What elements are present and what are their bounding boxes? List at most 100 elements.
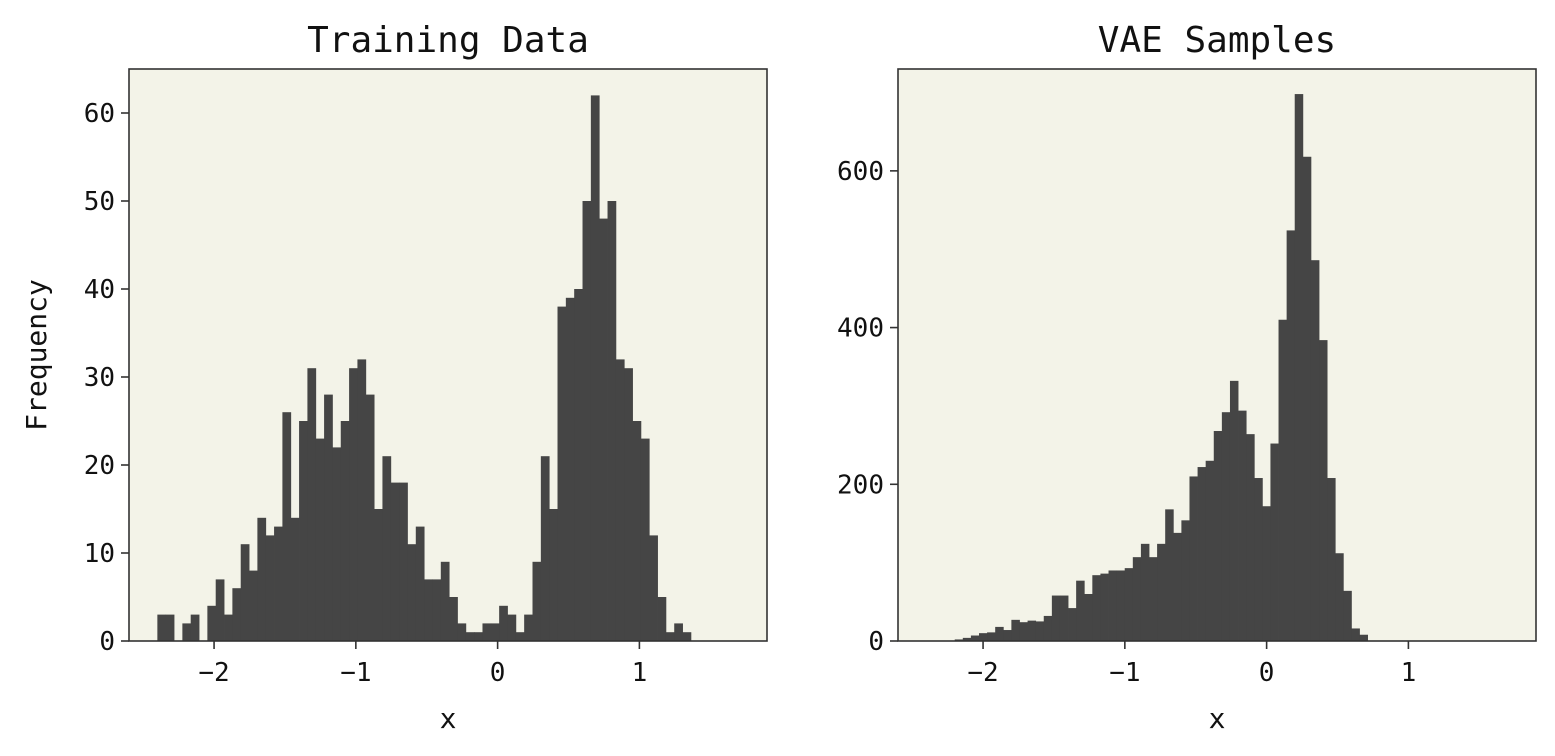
training-bar — [532, 561, 542, 641]
vae-y-tick-label: 400 — [837, 314, 884, 344]
training-bar — [515, 632, 525, 641]
training-bar — [190, 614, 200, 641]
vae-bar — [1229, 380, 1239, 641]
training-bar — [265, 535, 275, 641]
training-bar — [315, 438, 325, 641]
vae-bar — [1189, 476, 1198, 641]
training-bar — [640, 438, 650, 641]
training-bar — [474, 632, 483, 641]
training-y-ticks: 0 10 20 30 40 50 60 — [84, 99, 129, 657]
training-bar — [457, 623, 467, 641]
vae-bar — [1310, 260, 1320, 641]
training-bar — [249, 570, 258, 641]
vae-bar — [1165, 509, 1174, 641]
vae-x-tick-label: −1 — [1109, 658, 1140, 688]
training-bar — [449, 597, 458, 641]
vae-bar — [1068, 608, 1077, 641]
vae-bar — [1124, 568, 1134, 641]
training-bar — [565, 297, 575, 641]
vae-x-ticks: −2 −1 0 1 — [967, 641, 1416, 688]
vae-bars — [954, 94, 1368, 641]
training-bar — [299, 421, 308, 641]
vae-bar — [1246, 434, 1255, 641]
vae-bar — [1270, 443, 1279, 641]
vae-bar — [1262, 506, 1271, 641]
training-bar — [649, 535, 658, 641]
training-bar — [332, 447, 342, 641]
vae-bar — [1205, 460, 1215, 641]
training-bar — [224, 614, 233, 641]
training-bar — [407, 544, 417, 641]
vae-y-tick-label: 200 — [837, 470, 884, 500]
training-bar — [599, 218, 608, 641]
training-plot-area — [129, 69, 767, 641]
training-bar — [207, 605, 217, 641]
vae-bar — [1019, 622, 1028, 641]
training-bar — [440, 561, 450, 641]
training-y-tick-label: 40 — [84, 275, 115, 305]
vae-bar — [1327, 478, 1336, 641]
training-bar — [157, 614, 167, 641]
vae-bar — [1197, 467, 1207, 641]
training-bar — [340, 421, 350, 641]
training-bar — [257, 517, 267, 641]
vae-bar — [1335, 553, 1344, 641]
training-bar — [549, 509, 558, 641]
training-bar — [557, 306, 567, 641]
vae-bar — [962, 637, 972, 641]
training-x-tick-label: −2 — [198, 658, 229, 688]
training-bar — [507, 614, 517, 641]
training-bar — [274, 526, 283, 641]
vae-bar — [1181, 520, 1190, 641]
training-y-axis-label: Frequency — [20, 279, 53, 431]
training-bar — [665, 632, 675, 641]
vae-bar — [1157, 543, 1166, 641]
vae-bar — [1100, 573, 1109, 641]
vae-bar — [1149, 557, 1158, 641]
vae-bar — [1116, 570, 1126, 641]
vae-bar — [1140, 543, 1150, 641]
vae-bar — [1173, 532, 1182, 641]
training-bar — [582, 201, 592, 641]
training-bar — [524, 614, 533, 641]
vae-bar — [1302, 156, 1312, 641]
vae-bar — [995, 626, 1004, 641]
vae-y-tick-label: 600 — [837, 157, 884, 187]
vae-bar — [979, 633, 988, 641]
vae-bar — [1076, 580, 1085, 641]
vae-x-tick-label: 1 — [1401, 658, 1417, 688]
vae-bar — [1286, 230, 1296, 641]
vae-x-tick-label: 0 — [1259, 658, 1275, 688]
vae-bar — [1359, 634, 1368, 641]
training-bar — [499, 605, 508, 641]
training-x-tick-label: 0 — [490, 658, 506, 688]
training-bar — [290, 517, 300, 641]
training-bar — [307, 368, 317, 641]
training-bar — [632, 421, 642, 641]
vae-bar — [1051, 595, 1061, 641]
training-bar — [674, 623, 683, 641]
training-bar — [624, 368, 633, 641]
training-bar — [399, 482, 408, 641]
vae-bar — [1238, 410, 1247, 641]
training-bar — [282, 412, 292, 641]
training-bar — [382, 456, 392, 641]
vae-bar — [1108, 570, 1118, 641]
training-bar — [165, 614, 175, 641]
vae-y-tick-label: 0 — [868, 627, 884, 657]
training-y-tick-label: 60 — [84, 99, 115, 129]
training-bar — [415, 526, 425, 641]
vae-bar — [1343, 590, 1352, 641]
training-bar — [482, 623, 492, 641]
training-x-axis-label: x — [440, 702, 457, 735]
training-bar — [615, 359, 625, 641]
training-bar — [390, 482, 400, 641]
vae-y-ticks: 0 200 400 600 — [837, 157, 898, 657]
vae-bar — [1132, 557, 1142, 641]
training-y-tick-label: 30 — [84, 363, 115, 393]
training-y-tick-label: 20 — [84, 451, 115, 481]
training-bar — [365, 394, 375, 641]
training-y-tick-label: 50 — [84, 187, 115, 217]
training-bar — [424, 579, 433, 641]
